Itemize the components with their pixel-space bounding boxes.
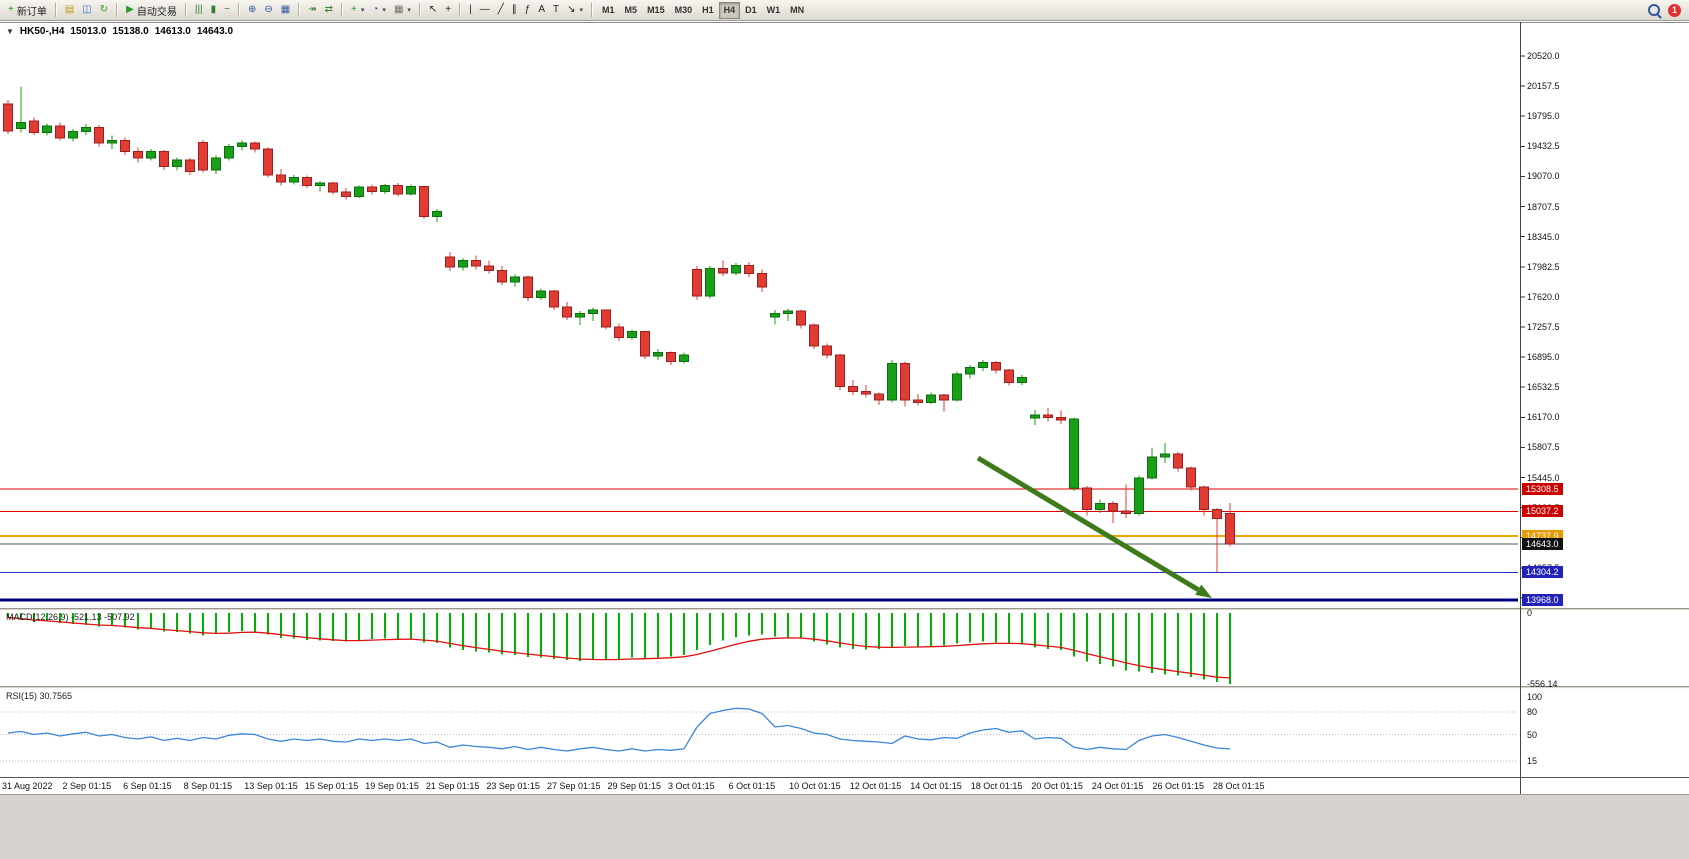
dropdown-caret-icon: ▾ (382, 7, 386, 14)
profiles-button[interactable]: ◔ ▾ (368, 1, 390, 20)
toolbar-separator (418, 3, 421, 17)
tile-windows-icon: ▦ (280, 4, 291, 15)
templates-icon: ▦ (393, 4, 404, 15)
candlestick-chart-icon: ▮ (210, 4, 217, 15)
navigator-button[interactable]: ↻ (96, 1, 112, 20)
toolbar-separator (54, 3, 57, 17)
zoom-in-icon: ⊕ (248, 4, 257, 15)
dropdown-caret-icon: ▾ (407, 7, 411, 14)
crosshair-button[interactable]: + (441, 1, 455, 20)
arrows-button[interactable]: ↘ ▾ (563, 1, 587, 20)
dropdown-caret-icon: ▾ (360, 7, 365, 14)
timeframe-m5-button[interactable]: M5 (624, 4, 638, 15)
horizontal-line-button[interactable]: — (476, 1, 494, 20)
clock-icon: ◔ (372, 4, 379, 15)
zoom-out-icon: ⊖ (264, 4, 273, 15)
text-icon: A (538, 4, 546, 15)
timeframe-m15-button[interactable]: M15 (647, 4, 665, 15)
search-icon (1648, 4, 1660, 16)
trendline-button[interactable]: ╱ (494, 1, 508, 20)
trendline-icon: ╱ (497, 4, 504, 15)
candle-chart-button[interactable]: ▮ (207, 1, 221, 20)
toolbar-group: ▶ 自动交易 (122, 1, 181, 20)
templates-button[interactable]: ▦ ▾ (390, 1, 415, 20)
data-window-button[interactable]: ◫ (78, 1, 95, 20)
timeframe-h1-button[interactable]: H1 (702, 4, 714, 15)
zoom-in-button[interactable]: ⊕ (244, 1, 260, 20)
toolbar-group: + ▾ ◔ ▾ ▦ ▾ (347, 1, 415, 20)
line-chart-icon: ~ (224, 4, 230, 15)
new-order-button-label: 新订单 (16, 6, 47, 18)
new-chart-button[interactable]: + ▾ (347, 1, 368, 20)
trend-arrow-annotation[interactable] (976, 455, 1200, 592)
cursor-button[interactable]: ↖ (425, 1, 441, 20)
toolbar-group: ↠ ⇄ (304, 1, 337, 20)
toolbar-group: ▤ ◫ ↻ (61, 1, 112, 20)
toolbar-separator (459, 3, 462, 17)
toolbar-group: + 新订单 (4, 1, 51, 20)
timeframe-w1-button[interactable]: W1 (766, 4, 781, 15)
toolbar-separator (341, 3, 344, 17)
auto-trading-button[interactable]: ▶ 自动交易 (122, 1, 181, 20)
dropdown-caret-icon: ▾ (579, 7, 584, 14)
search-button[interactable] (1644, 1, 1664, 20)
toolbar-separator (298, 3, 301, 17)
crosshair-icon: + (445, 4, 452, 15)
horizontal-line-icon: — (479, 4, 490, 15)
toolbar-group: 1 (1644, 1, 1685, 20)
channel-icon: ∥ (511, 4, 517, 15)
cursor-icon: ↖ (428, 4, 438, 15)
text-label-button[interactable]: T (549, 1, 563, 20)
bar-chart-icon: ||| (194, 4, 203, 15)
text-label-icon: T (553, 4, 560, 15)
chart-shift-icon: ⇄ (324, 4, 334, 15)
text-button[interactable]: A (534, 1, 549, 20)
toolbar-group: | — ╱ ∥ ƒ A T ↘ ▾ (465, 1, 587, 20)
navigator-icon: ↻ (99, 4, 109, 15)
auto-scroll-button[interactable]: ↠ (304, 1, 320, 20)
notification-badge[interactable]: 1 (1664, 1, 1685, 20)
zoom-out-button[interactable]: ⊖ (260, 1, 276, 20)
tile-windows-button[interactable]: ▦ (277, 1, 294, 20)
data-window-icon: ◫ (82, 4, 92, 15)
new-order-button[interactable]: + 新订单 (4, 1, 51, 20)
chart-menu-icon[interactable]: ▼ (6, 27, 14, 36)
toolbar-separator (238, 3, 240, 17)
fibonacci-button[interactable]: ƒ (521, 1, 535, 20)
toolbar-group: ⊕ ⊖ ▦ (244, 1, 294, 20)
vertical-line-button[interactable]: | (465, 1, 476, 20)
line-chart-button[interactable]: ~ (220, 1, 234, 20)
status-area (0, 795, 1689, 859)
arrow-objects-icon: ↘ (567, 4, 576, 15)
play-icon: ▶ (126, 4, 134, 15)
toolbar-group: ||| ▮ ~ (191, 1, 234, 20)
auto-scroll-icon: ↠ (308, 4, 317, 15)
channel-button[interactable]: ∥ (508, 1, 521, 20)
market-watch-button[interactable]: ▤ (61, 1, 78, 20)
timeframe-h4-button[interactable]: H4 (718, 1, 741, 19)
fibonacci-icon: ƒ (524, 4, 531, 15)
toolbar-separator (184, 3, 187, 17)
auto-trading-button-label: 自动交易 (136, 6, 177, 18)
toolbar-group: ↖ + (425, 1, 455, 20)
toolbar-separator (591, 3, 594, 17)
toolbar-group: M1 M5 M15 M30 H1 H4 D1 W1 MN (597, 1, 809, 19)
new-chart-icon: + (351, 4, 357, 15)
timeframe-m30-button[interactable]: M30 (674, 4, 693, 15)
timeframe-d1-button[interactable]: D1 (745, 4, 757, 15)
chart-shift-button[interactable]: ⇄ (321, 1, 337, 20)
timeframe-mn-button[interactable]: MN (790, 4, 805, 15)
toolbar-separator (116, 3, 119, 17)
top-toolbar: + 新订单 ▤ ◫ ↻ ▶ 自动交易 ||| ▮ ~ ⊕ ⊖ ▦ ↠ ⇄ + ▾ ◔ ▾ ▦ ▾ ↖ + | — ╱ ∥ ƒ A T ↘ ▾ M… (0, 0, 1689, 21)
market-watch-icon: ▤ (64, 4, 75, 15)
new-order-icon: + (8, 4, 14, 15)
alert-icon: 1 (1668, 3, 1681, 17)
bar-chart-button[interactable]: ||| (191, 1, 207, 20)
vertical-line-icon: | (469, 4, 472, 15)
timeframe-m1-button[interactable]: M1 (602, 4, 615, 15)
trend-arrow-head (1195, 584, 1212, 598)
